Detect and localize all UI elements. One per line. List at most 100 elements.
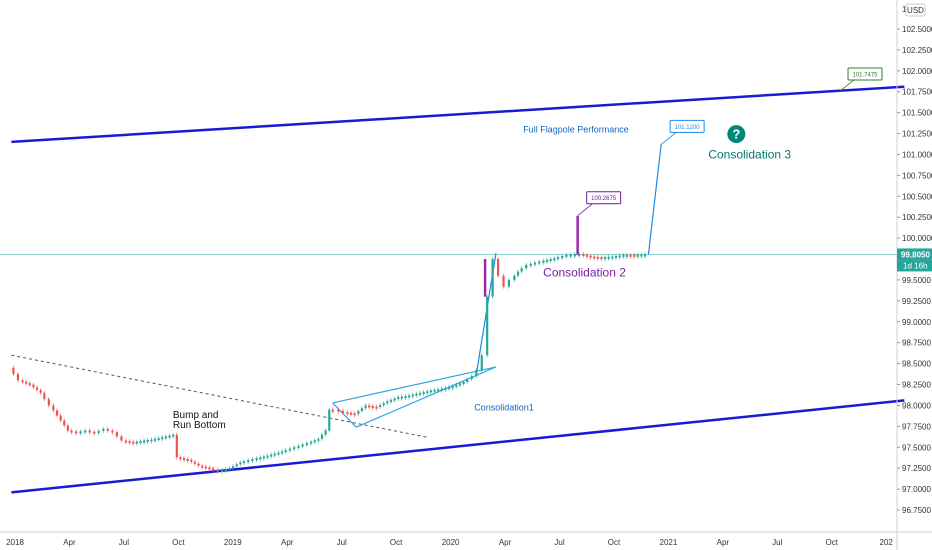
callout-pointer xyxy=(838,79,855,93)
time-axis[interactable]: 2018 Apr Jul Oct 2019 Apr Jul Oct 2020 Apr Jul Oct 2… xyxy=(0,531,932,547)
candle xyxy=(549,259,552,262)
y-tick-label: 97.0000 xyxy=(902,485,931,494)
candle xyxy=(629,254,632,257)
x-tick-label: Jul xyxy=(119,538,129,547)
x-tick-label: Oct xyxy=(826,538,839,547)
candle xyxy=(135,441,138,444)
candle xyxy=(47,399,50,406)
candle xyxy=(561,255,564,258)
candle xyxy=(475,370,478,377)
candle xyxy=(164,436,168,439)
callout-box xyxy=(586,191,622,205)
candle xyxy=(52,405,55,411)
candle xyxy=(313,440,316,443)
candle xyxy=(569,254,572,257)
candle xyxy=(408,395,411,398)
candle xyxy=(124,440,128,443)
x-tick-label: Apr xyxy=(717,538,730,547)
candle xyxy=(320,434,324,439)
candle xyxy=(404,395,407,398)
wedge-left-line xyxy=(332,402,357,428)
y-tick-label: 96.7500 xyxy=(902,506,931,515)
candle xyxy=(106,428,109,431)
candle xyxy=(486,296,489,356)
candle xyxy=(120,436,123,441)
candle xyxy=(55,410,59,416)
candle xyxy=(132,441,135,444)
candle xyxy=(204,466,207,469)
annotation-text: Consolidation 3 xyxy=(708,148,791,162)
countdown-label: 1d 16h xyxy=(903,261,927,270)
candle xyxy=(324,430,327,435)
y-tick-label: 101.5000 xyxy=(902,109,932,118)
candle xyxy=(305,443,308,446)
y-tick-label: 99.0000 xyxy=(902,318,931,327)
candle xyxy=(496,259,500,276)
annotation-text: Full Flagpole Performance xyxy=(523,125,629,135)
x-tick-label: 202 xyxy=(880,538,894,547)
candle xyxy=(239,462,242,465)
candle xyxy=(411,394,414,397)
y-tick-label: 98.2500 xyxy=(902,381,931,390)
candle xyxy=(618,255,621,258)
callout-pointer xyxy=(577,203,593,217)
annotation-text: Run Bottom xyxy=(173,420,226,431)
x-tick-label: Oct xyxy=(390,538,403,547)
y-tick-label: 102.2500 xyxy=(902,46,932,55)
candle xyxy=(79,431,82,434)
candle xyxy=(516,271,520,276)
candle xyxy=(197,463,200,466)
candle xyxy=(371,405,374,408)
y-tick-label: 100.2500 xyxy=(902,213,932,222)
annotation-text: Bump and xyxy=(173,410,219,421)
candle xyxy=(553,258,556,261)
candle xyxy=(529,263,532,266)
candle xyxy=(636,254,639,257)
candle xyxy=(84,430,87,433)
candle xyxy=(364,405,367,409)
currency-label[interactable]: USD xyxy=(907,6,924,15)
candle xyxy=(444,387,447,390)
callout-label: 100.2675 xyxy=(591,196,617,202)
candle xyxy=(545,259,549,262)
price-axis[interactable]: 102.5000 102.2500 102.0000 101.7500 101.5000… xyxy=(896,0,932,550)
currency-badge[interactable] xyxy=(905,3,926,17)
question-icon xyxy=(727,125,746,144)
wedge-upper-line xyxy=(332,366,497,404)
candle xyxy=(88,430,91,433)
candle xyxy=(228,468,231,471)
candle xyxy=(578,254,581,257)
candle xyxy=(507,279,511,287)
candle xyxy=(585,254,589,257)
candle xyxy=(179,457,182,460)
x-tick-label: Apr xyxy=(499,538,512,547)
candle xyxy=(341,410,344,413)
y-tick-label: 100.5000 xyxy=(902,192,932,201)
candle xyxy=(643,254,647,257)
candle xyxy=(150,439,153,442)
candle xyxy=(266,455,269,458)
candle xyxy=(277,452,280,455)
y-tick-label: 98.7500 xyxy=(902,339,931,348)
candle xyxy=(400,396,403,399)
annotation-text: Consolidation1 xyxy=(474,402,534,412)
candle xyxy=(12,367,15,375)
candle xyxy=(470,376,473,380)
candle xyxy=(247,460,250,463)
candle xyxy=(379,405,382,408)
x-tick-label: 2018 xyxy=(6,538,24,547)
candle xyxy=(386,401,389,404)
candle xyxy=(360,408,364,412)
candle xyxy=(216,469,219,472)
candle xyxy=(66,425,70,431)
candle xyxy=(262,456,266,459)
candle xyxy=(462,382,465,385)
candle xyxy=(633,254,636,257)
candle xyxy=(153,438,157,441)
y-tick-label: 97.7500 xyxy=(902,422,931,431)
candle xyxy=(604,257,607,260)
candle xyxy=(115,432,119,437)
candle xyxy=(190,459,193,462)
